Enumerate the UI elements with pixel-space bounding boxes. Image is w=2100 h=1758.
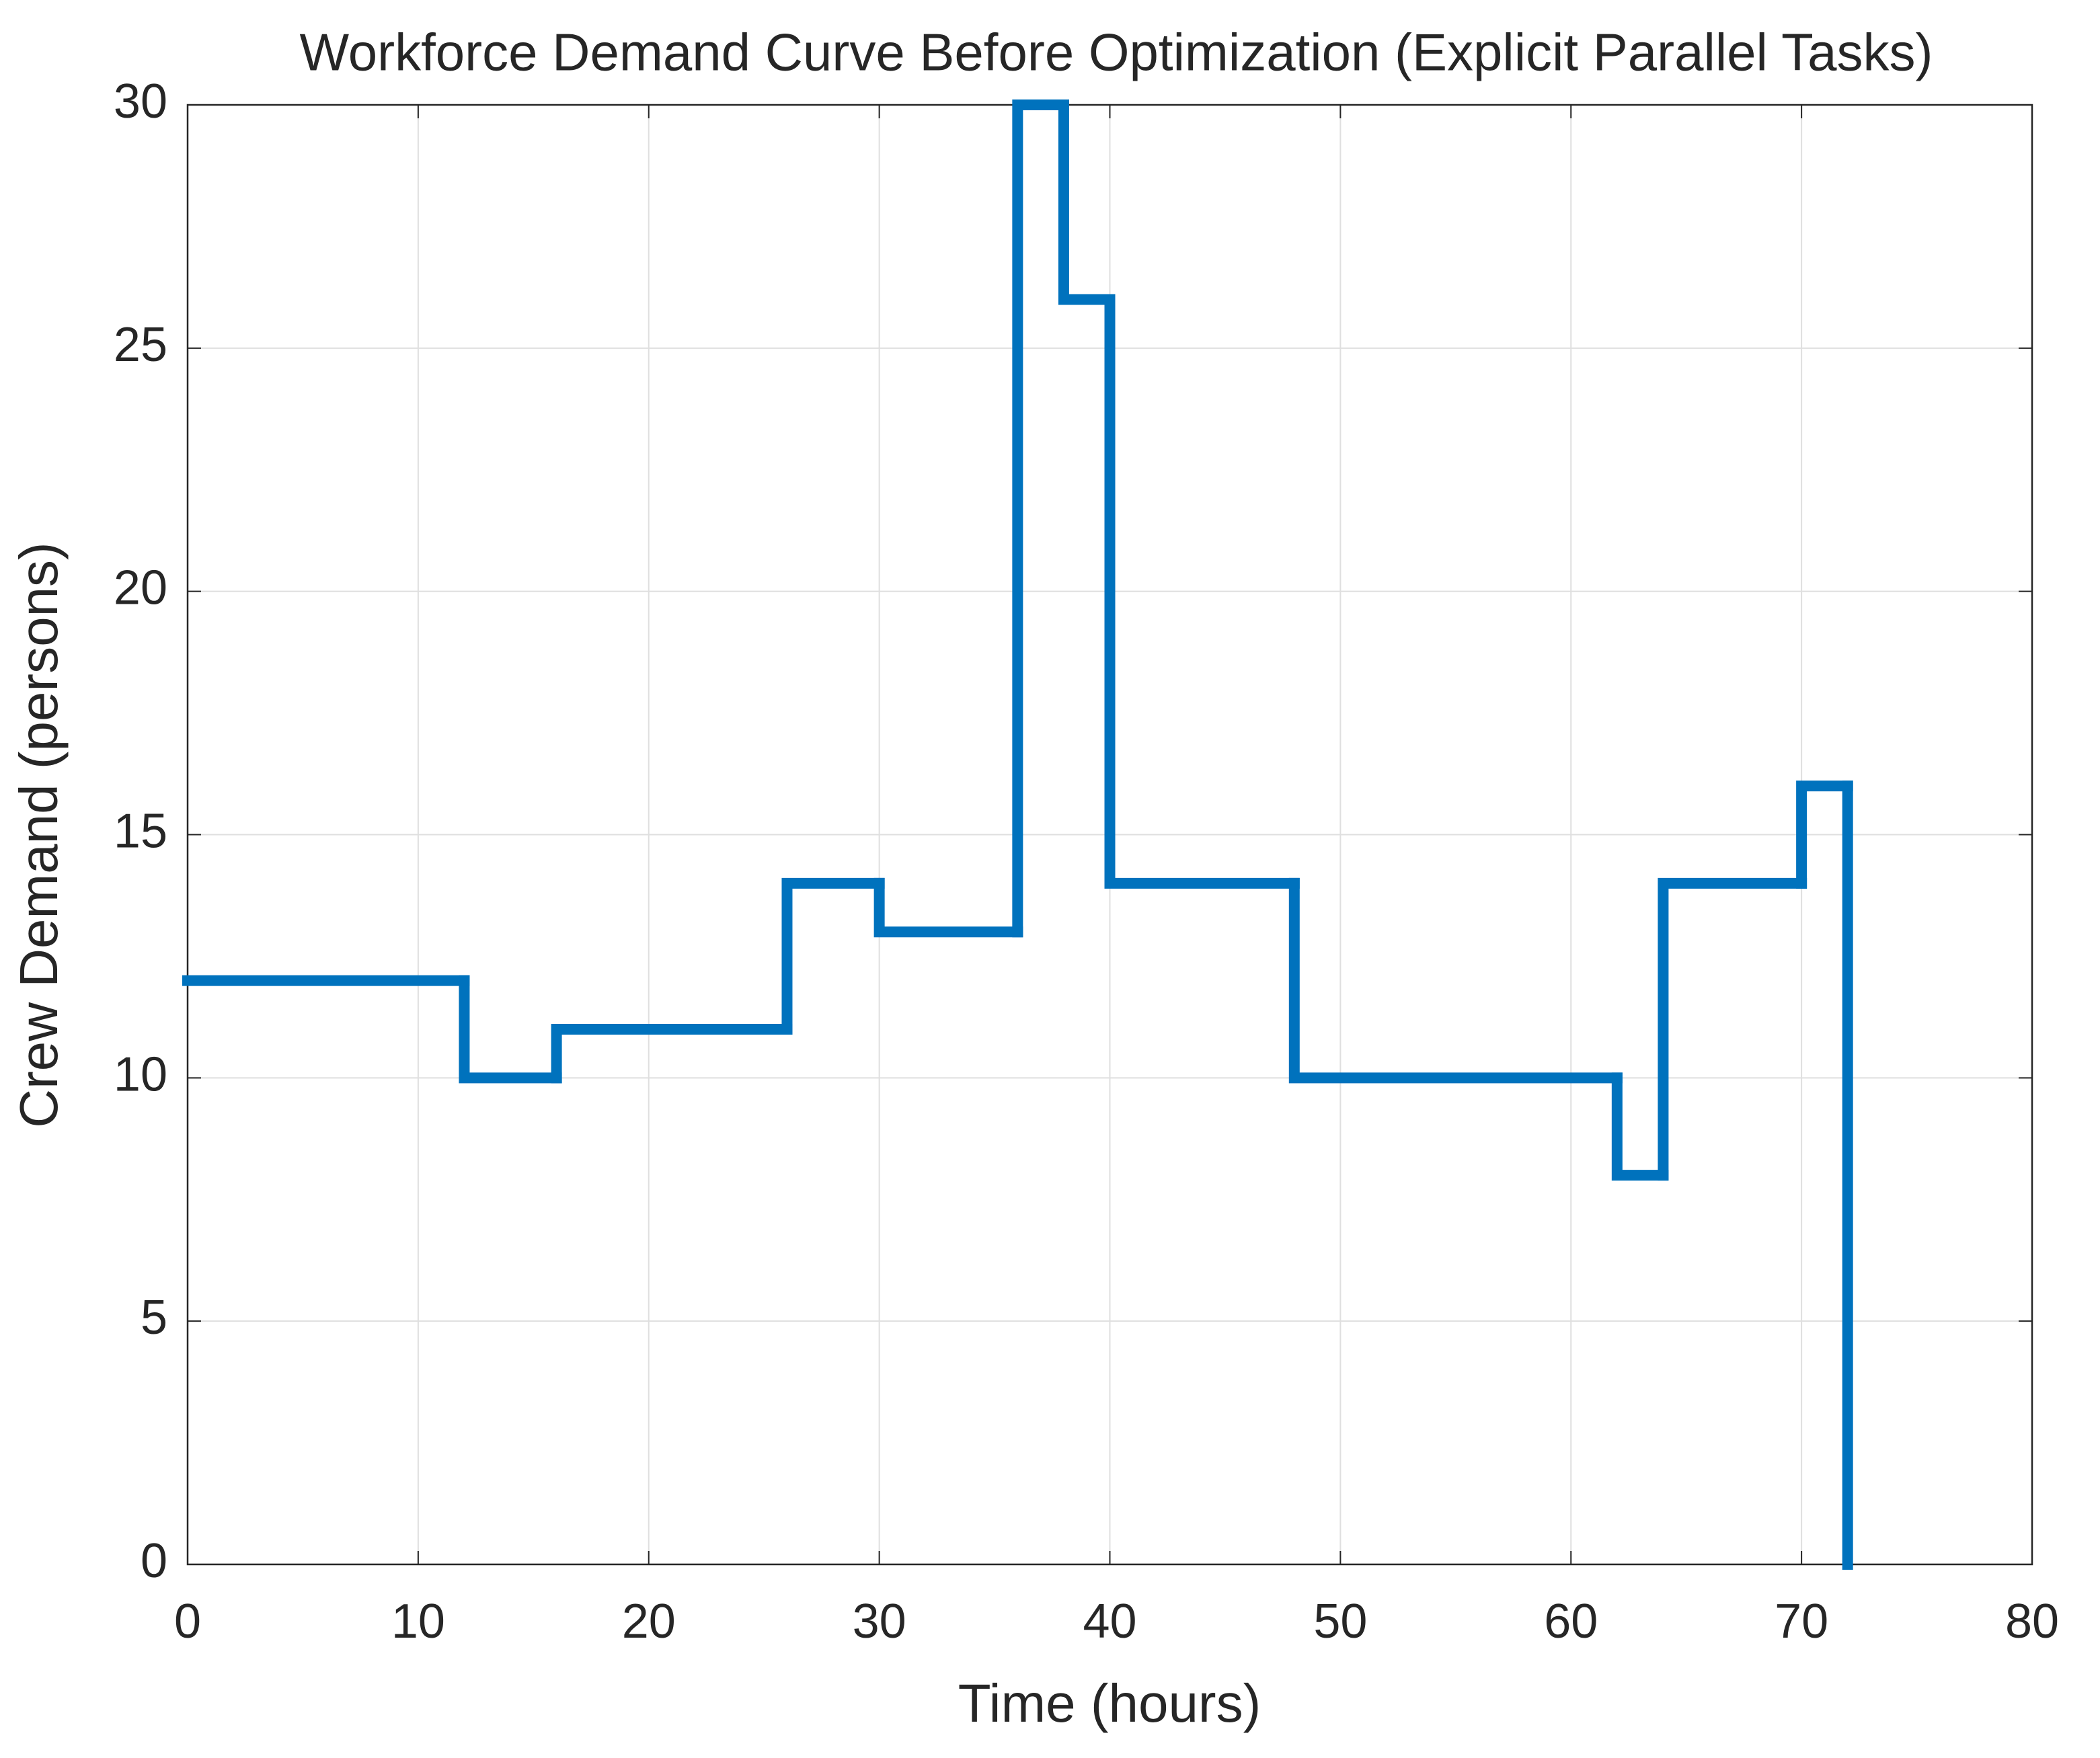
step-segment: [459, 975, 562, 1084]
x-tick-label: 40: [1083, 1595, 1136, 1648]
y-tick-label: 5: [141, 1291, 167, 1345]
x-tick-label: 70: [1775, 1595, 1828, 1648]
y-tick-label: 20: [114, 561, 167, 615]
x-tick-label: 30: [853, 1595, 906, 1648]
step-segment: [1012, 99, 1069, 938]
x-tick-label: 60: [1544, 1595, 1598, 1648]
step-segment: [781, 877, 885, 1035]
step-segment: [873, 877, 1023, 938]
step-segment: [551, 1023, 793, 1084]
x-tick-label: 20: [622, 1595, 676, 1648]
plot-frame: [186, 104, 2033, 1566]
y-tick-label: 30: [114, 75, 167, 128]
y-axis-label: Crew Demand (persons): [9, 542, 69, 1127]
x-tick-label: 0: [174, 1595, 201, 1648]
y-tick-label: 10: [114, 1047, 167, 1101]
y-tick-label: 0: [141, 1534, 167, 1588]
step-segment: [1058, 99, 1116, 305]
step-segment: [1658, 877, 1807, 1181]
step-segment: [1796, 781, 1853, 889]
x-tick-label: 10: [391, 1595, 445, 1648]
step-segment: [1288, 877, 1623, 1084]
step-segment: [1611, 1072, 1669, 1181]
y-tick-label: 25: [114, 318, 167, 372]
x-axis-label: Time (hours): [958, 1673, 1261, 1733]
y-tick-label: 15: [114, 805, 167, 858]
x-tick-label: 80: [2005, 1595, 2059, 1648]
step-segment: [1104, 294, 1300, 889]
x-tick-label: 50: [1313, 1595, 1367, 1648]
chart-title: Workforce Demand Curve Before Optimizati…: [300, 23, 1933, 82]
